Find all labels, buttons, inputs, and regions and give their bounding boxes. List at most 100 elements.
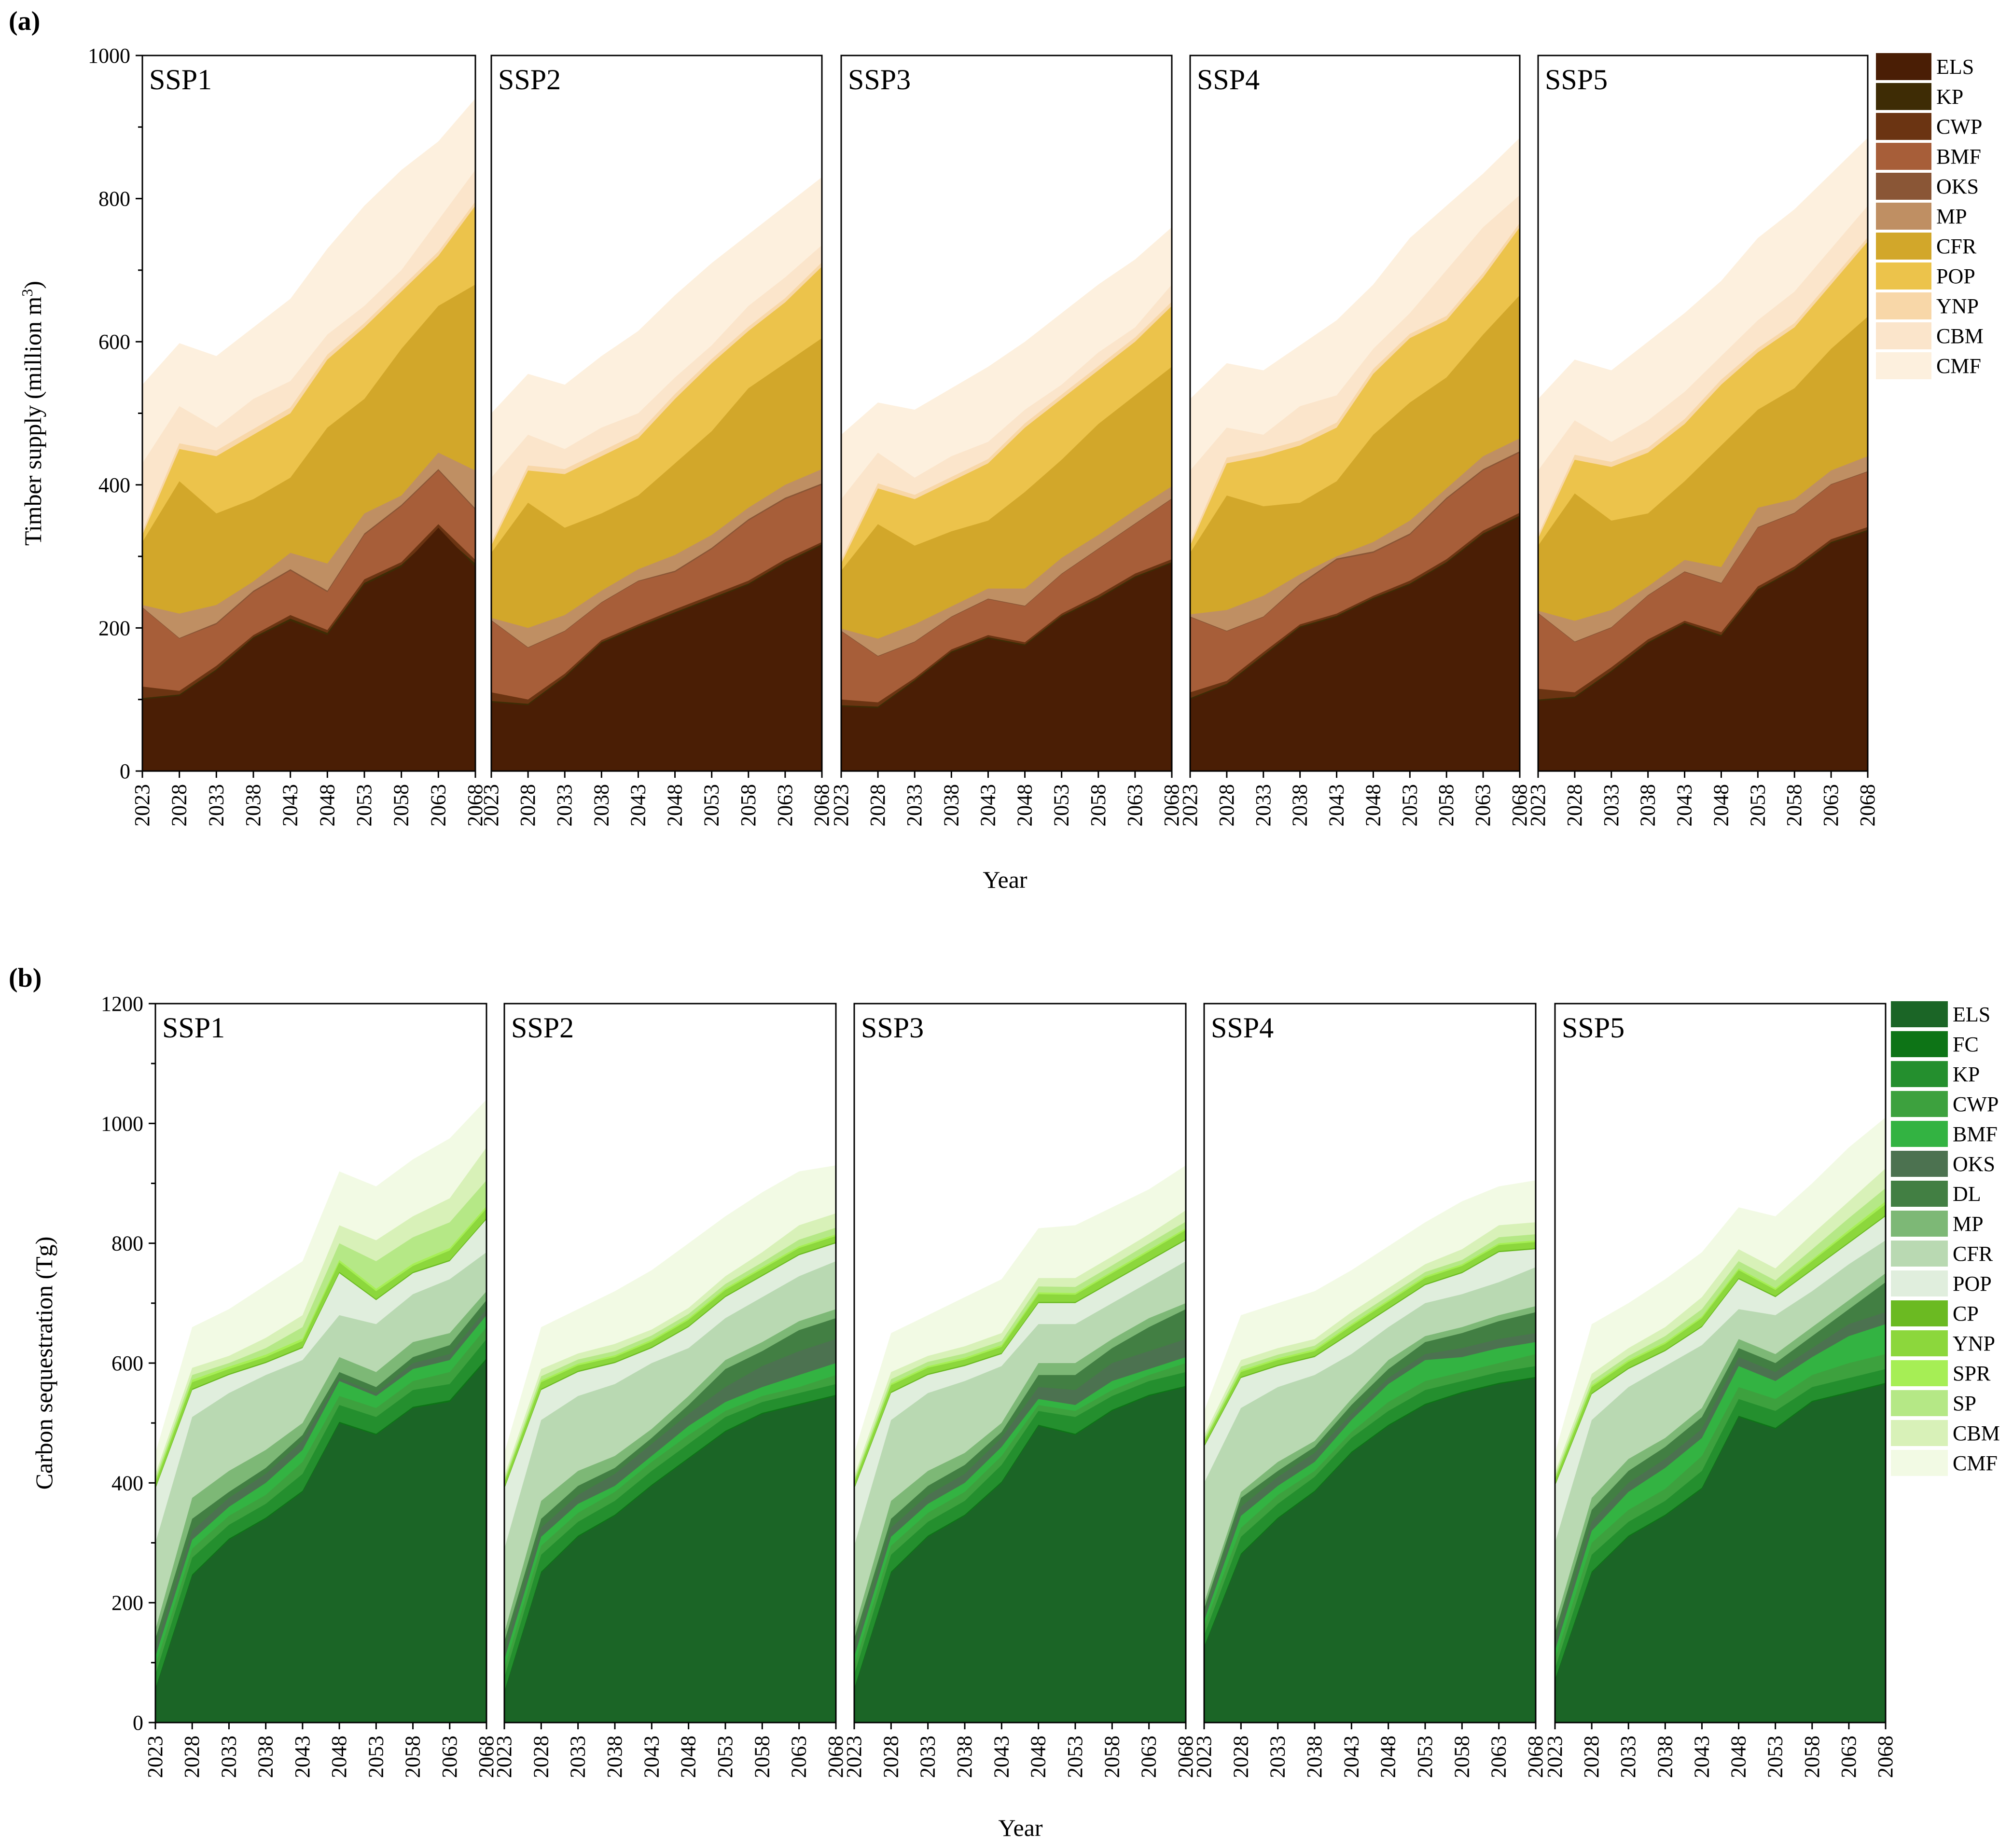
- legend-swatch-kp: [1891, 1061, 1948, 1087]
- x-tick-label: 2063: [1471, 784, 1495, 827]
- x-tick-label: 2063: [1123, 784, 1147, 827]
- legend-label-els: ELS: [1953, 1003, 1990, 1026]
- legend-swatch-cmf: [1891, 1450, 1948, 1476]
- y-tick-label: 600: [98, 330, 130, 354]
- y-axis-label-superscript: 3: [18, 289, 36, 297]
- x-tick-label: 2058: [1800, 1736, 1824, 1778]
- y-axis-label-text: Timber supply (million m: [19, 297, 46, 546]
- x-tick-label: 2043: [1690, 1736, 1713, 1778]
- legend-label-kp: KP: [1953, 1062, 1980, 1086]
- scenario-label: SSP5: [1562, 1012, 1624, 1044]
- x-tick-label: 2043: [976, 784, 1000, 827]
- x-tick-label: 2068: [1508, 784, 1531, 827]
- area-els-ssp3: [841, 563, 1172, 771]
- panel-frame: [840, 55, 1173, 772]
- legend-swatch-ynp: [1891, 1330, 1948, 1356]
- x-tick-label: 2023: [130, 784, 154, 827]
- x-tick-label: 2048: [1027, 1736, 1050, 1778]
- panel-frame: [853, 1003, 1187, 1724]
- x-tick-label: 2063: [1487, 1736, 1511, 1778]
- legend-swatch-oks: [1891, 1151, 1948, 1177]
- area-els-ssp2: [504, 1396, 836, 1723]
- scenario-label: SSP2: [511, 1012, 574, 1044]
- x-tick-label: 2023: [1543, 1736, 1567, 1778]
- x-tick-label: 2033: [1266, 1736, 1290, 1778]
- x-tick-label: 2023: [492, 1736, 516, 1778]
- panel-a-ssp4: SSP4 2023 2028 2033 2038 2043 2048 2053 2058 2063…: [1178, 55, 1531, 827]
- x-tick-label: 2048: [677, 1736, 700, 1778]
- area-els-ssp5: [1538, 531, 1868, 771]
- legend-label-ynp: YNP: [1953, 1332, 1995, 1355]
- y-tick-label: 800: [98, 187, 130, 211]
- legend-label-cwp: CWP: [1936, 115, 1982, 138]
- x-tick-label: 2063: [1837, 1736, 1860, 1778]
- x-tick-label: 2028: [866, 784, 889, 827]
- x-tick-label: 2063: [438, 1736, 461, 1778]
- legend-swatch-dl: [1891, 1181, 1948, 1207]
- legend-label-sp: SP: [1953, 1392, 1976, 1415]
- y-tick-label: 1200: [101, 992, 143, 1016]
- legend-label-pop: POP: [1936, 264, 1975, 288]
- legend-label-mp: MP: [1936, 205, 1967, 228]
- x-tick-label: 2068: [810, 784, 833, 827]
- legend-swatch-mp: [1876, 203, 1931, 230]
- scenario-label: SSP3: [861, 1012, 924, 1044]
- x-tick-label: 2033: [566, 1736, 590, 1778]
- legend-label-kp: KP: [1936, 85, 1963, 109]
- x-tick-label: 2043: [278, 784, 302, 827]
- legend-label-ynp: YNP: [1936, 294, 1979, 318]
- panel-frame: [1537, 55, 1869, 772]
- x-tick-label: 2033: [916, 1736, 940, 1778]
- x-tick-label: 2058: [401, 1736, 425, 1778]
- x-tick-label: 2038: [241, 784, 265, 827]
- legend-swatch-cp: [1891, 1300, 1948, 1326]
- x-tick-label: 2048: [1709, 784, 1733, 827]
- legend-swatch-bmf: [1891, 1121, 1948, 1147]
- x-tick-label: 2028: [1215, 784, 1238, 827]
- x-tick-label: 2058: [1100, 1736, 1124, 1778]
- panel-b-ssp3: SSP3 2023 2028 2033 2038 2043 2048 2053 2058 2063…: [842, 1003, 1197, 1778]
- x-tick-label: 2023: [1526, 784, 1550, 827]
- legend-swatch-pop: [1891, 1270, 1948, 1296]
- scenario-label: SSP3: [848, 64, 911, 96]
- x-tick-label: 2048: [1727, 1736, 1750, 1778]
- x-tick-label: 2053: [1050, 784, 1073, 827]
- y-axis-label: Timber supply (million m3): [18, 281, 46, 546]
- x-tick-label: 2028: [516, 784, 540, 827]
- legend-label-mp: MP: [1953, 1212, 1984, 1236]
- legend-label-fc: FC: [1953, 1033, 1979, 1056]
- x-tick-label: 2068: [824, 1736, 847, 1778]
- panel-label-b: (b): [9, 963, 42, 993]
- x-tick-label: 2033: [1251, 784, 1275, 827]
- scenario-label: SSP2: [498, 64, 561, 96]
- legend-swatch-cbm: [1876, 322, 1931, 349]
- chart-b-carbon-sequestration: (b) SSP1 2023 2028 2033 2038 2043 2048 2053 2058 2…: [9, 963, 2000, 1841]
- x-tick-label: 2038: [1288, 784, 1312, 827]
- y-tick-label: 0: [120, 759, 130, 783]
- x-tick-label: 2053: [713, 1736, 737, 1778]
- x-tick-label: 2028: [180, 1736, 204, 1778]
- panel-frame: [1554, 1003, 1887, 1724]
- legend-label-cbm: CBM: [1936, 324, 1984, 348]
- legend-b: ELS FC KP CWP BMF OKS DL MP CFR POP CP YNP SPR SP CBM C…: [1891, 1001, 2000, 1476]
- y-tick-label: 1000: [101, 1112, 143, 1135]
- y-tick-label: 800: [111, 1232, 143, 1255]
- x-tick-label: 2063: [1137, 1736, 1161, 1778]
- x-tick-label: 2043: [989, 1736, 1013, 1778]
- panel-frame: [1189, 55, 1521, 772]
- legend-label-cwp: CWP: [1953, 1092, 1999, 1116]
- legend-swatch-spr: [1891, 1360, 1948, 1386]
- legend-label-cfr: CFR: [1936, 234, 1977, 258]
- area-els-ssp2: [491, 545, 822, 771]
- x-tick-label: 2043: [626, 784, 650, 827]
- x-tick-label: 2023: [1178, 784, 1202, 827]
- scenario-label: SSP4: [1197, 64, 1260, 96]
- legend-label-cmf: CMF: [1936, 354, 1981, 378]
- x-tick-label: 2038: [1303, 1736, 1326, 1778]
- x-tick-label: 2023: [143, 1736, 167, 1778]
- legend-swatch-els: [1876, 53, 1931, 80]
- x-tick-label: 2068: [1856, 784, 1879, 827]
- legend-swatch-cbm: [1891, 1420, 1948, 1446]
- legend-swatch-pop: [1876, 262, 1931, 290]
